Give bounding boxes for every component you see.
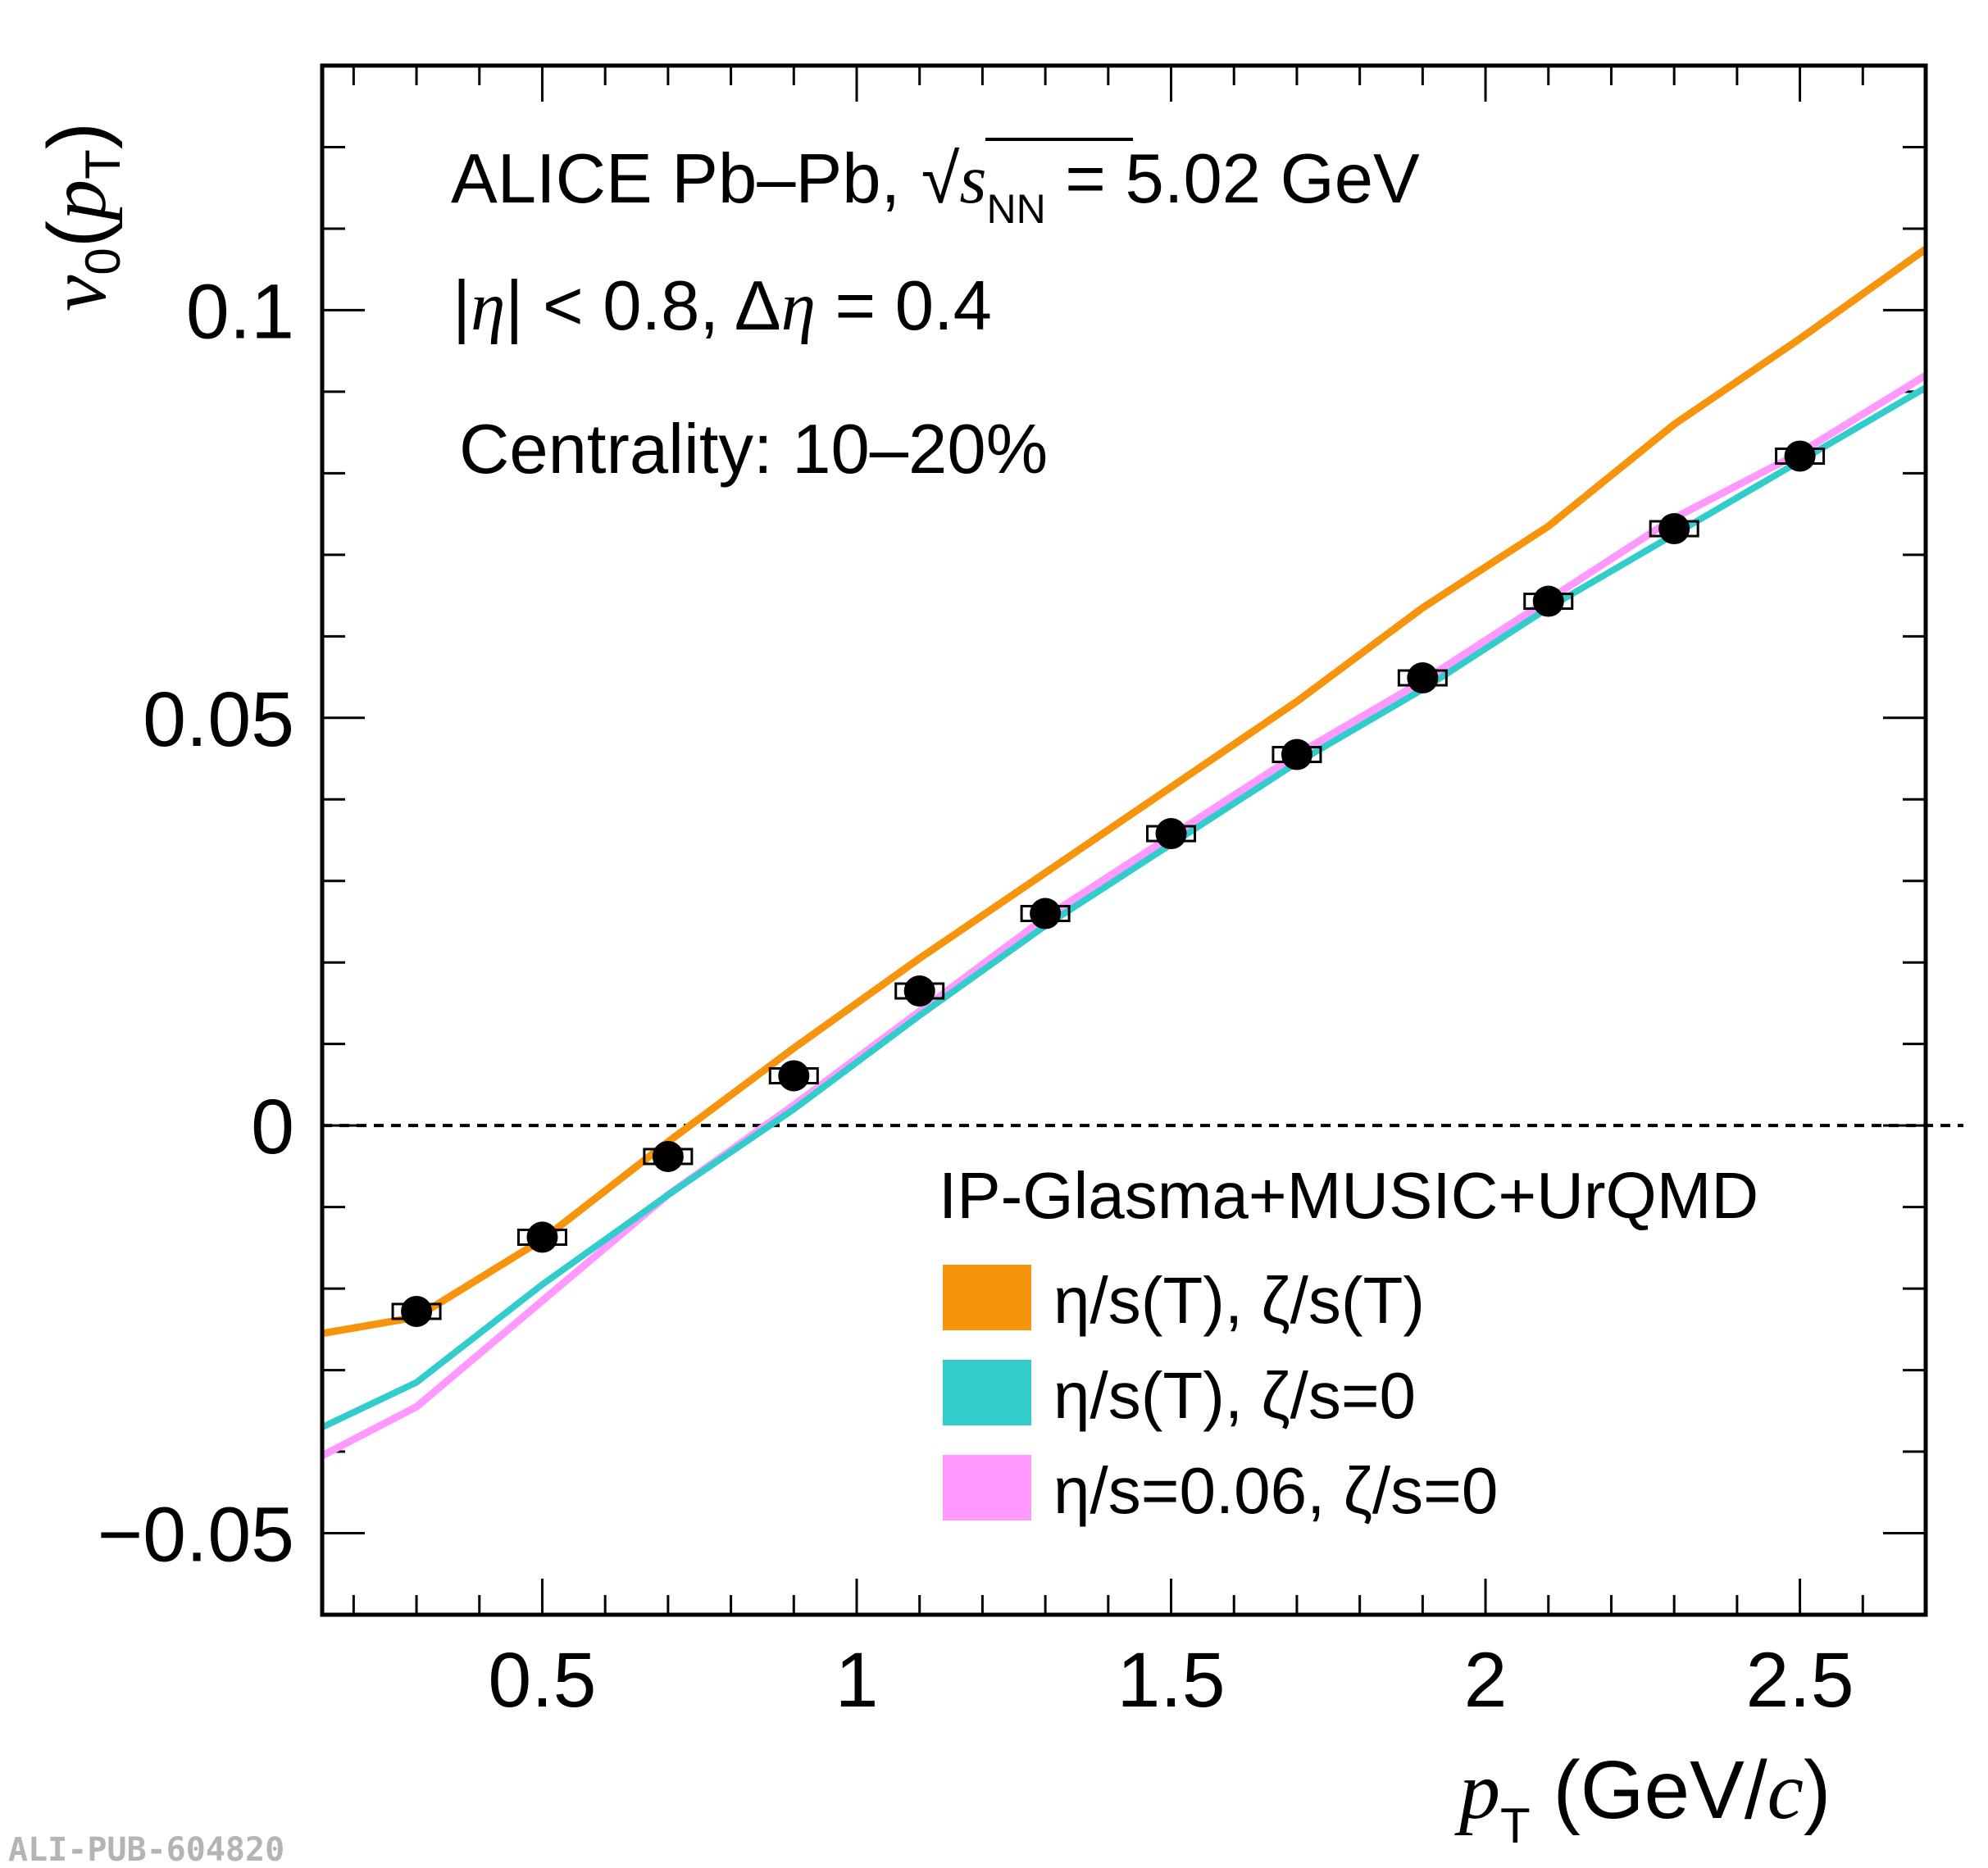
data-point	[1532, 585, 1564, 617]
data-points-layer	[391, 440, 1826, 1327]
x-tick-label: 1	[835, 1637, 879, 1724]
eta-cut-label: |η| < 0.8, Δη = 0.4	[453, 267, 992, 345]
plot-frame	[320, 63, 1928, 1617]
tick-labels: 0.5 1 1.5 2 2.5 −0.05 0 0.05 0.1	[98, 268, 1854, 1724]
model-curve-2	[320, 372, 1928, 1459]
y-tick-label: 0.05	[143, 676, 294, 763]
x-tick-label: 0.5	[488, 1637, 596, 1724]
data-point	[652, 1140, 684, 1172]
y-tick-label: 0	[251, 1084, 294, 1170]
legend-swatch-orange	[943, 1265, 1031, 1330]
sqrt-symbol: √	[921, 140, 960, 218]
data-point	[1155, 818, 1187, 850]
data-point	[778, 1060, 810, 1092]
data-point	[903, 975, 935, 1007]
x-tick-label: 2.5	[1746, 1637, 1854, 1724]
legend-label-orange: η/s(T), ζ/s(T)	[1053, 1264, 1425, 1337]
experiment-label: ALICE Pb–Pb, √sNN = 5.02 GeV	[451, 140, 1420, 232]
legend-label-teal: η/s(T), ζ/s=0	[1053, 1359, 1416, 1432]
data-point	[1030, 898, 1062, 929]
axes-frame	[320, 63, 1928, 1617]
y-axis-label: v0(pT)	[31, 122, 130, 311]
data-point	[1281, 739, 1312, 770]
data-point	[401, 1295, 433, 1327]
legend: η/s(T), ζ/s(T) η/s(T), ζ/s=0 η/s=0.06, ζ…	[943, 1264, 1498, 1527]
data-point	[1658, 513, 1690, 545]
model-curve-0	[321, 246, 1928, 1338]
legend-swatch-teal	[943, 1360, 1031, 1425]
legend-label-pink: η/s=0.06, ζ/s=0	[1053, 1454, 1498, 1527]
x-axis-label: pT (GeV/c)	[1454, 1744, 1831, 1853]
data-point	[1407, 662, 1439, 694]
publication-id: ALI-PUB-604820	[8, 1831, 284, 1868]
data-point	[526, 1221, 558, 1253]
y-tick-label: 0.1	[186, 268, 294, 355]
centrality-label: Centrality: 10–20%	[459, 411, 1048, 489]
x-tick-label: 1.5	[1117, 1637, 1225, 1724]
series-layer	[320, 246, 1928, 1459]
legend-title: IP-Glasma+MUSIC+UrQMD	[939, 1159, 1758, 1232]
model-curve-1	[321, 384, 1928, 1430]
x-tick-label: 2	[1464, 1637, 1508, 1724]
data-point	[1784, 440, 1816, 472]
legend-swatch-pink	[943, 1455, 1031, 1520]
axis-ticks	[322, 66, 1927, 1615]
y-tick-label: −0.05	[98, 1492, 294, 1579]
